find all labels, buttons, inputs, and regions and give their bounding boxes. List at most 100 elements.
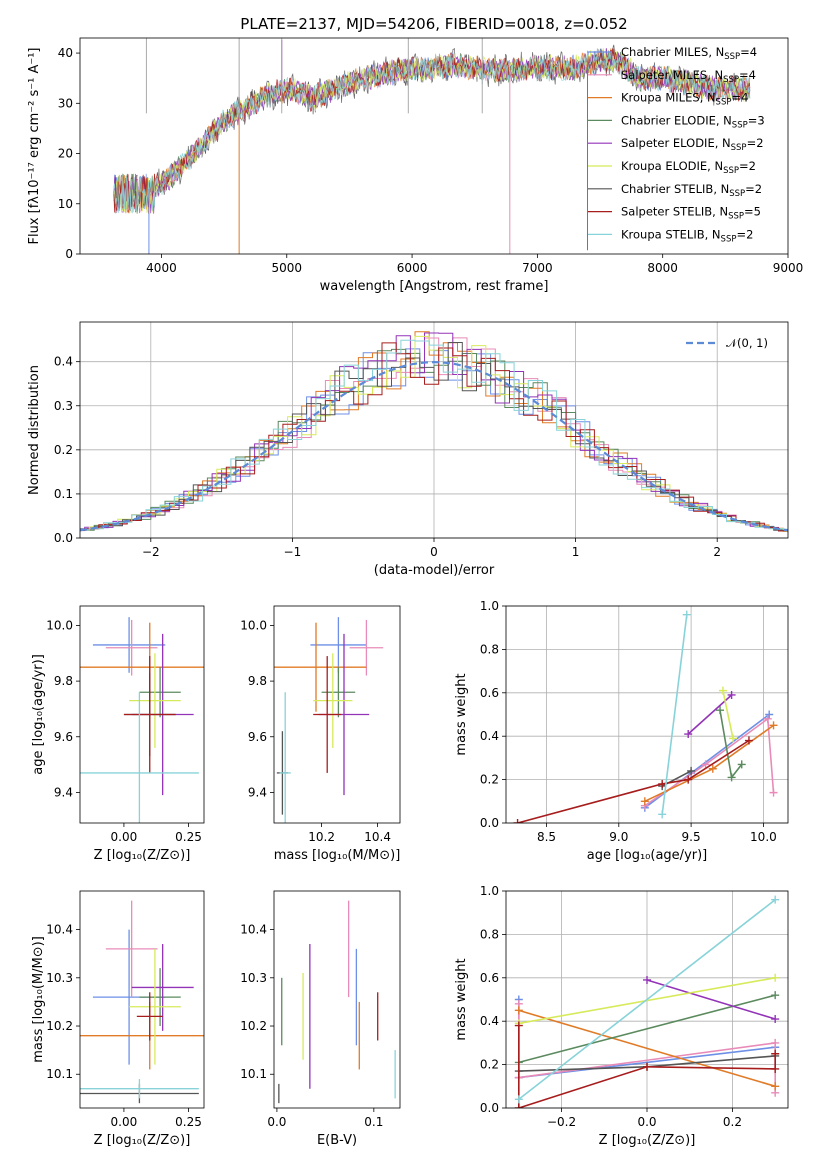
y-tick-label: 0.2 — [480, 773, 499, 787]
age-vs-mass-panel: 10.2 10.4 9.4 9.6 9.8 10.0 mass [log₁₀(M/M⊙)] — [240, 605, 401, 863]
weight-line — [646, 979, 776, 1020]
legend-label: Kroupa ELODIE, NSSP=2 — [621, 159, 756, 176]
plus-marker — [514, 1095, 523, 1104]
error-bars — [80, 900, 204, 1104]
y-tick-label: 9.6 — [248, 730, 267, 744]
errorbar-point-0 — [310, 617, 367, 673]
legend-label-end: =2 — [739, 159, 756, 173]
x-tick-label: −2 — [142, 545, 160, 559]
y-tick-label: 0.4 — [480, 729, 499, 743]
y-tick-label: 0.0 — [54, 531, 73, 545]
plus-marker — [771, 1015, 780, 1024]
x-tick-label: 0.0 — [637, 1115, 656, 1129]
x-tick-label: 9.5 — [682, 830, 701, 844]
residual-legend: 𝒩(0, 1) — [686, 336, 768, 350]
legend-label: Salpeter STELIB, NSSP=5 — [621, 205, 761, 222]
plus-marker — [744, 736, 753, 745]
x-tick-label: 0.1 — [364, 1115, 383, 1129]
plus-marker — [771, 895, 780, 904]
y-tick-label: 1.0 — [480, 884, 499, 898]
weight-line — [722, 690, 734, 739]
plus-marker — [514, 1021, 523, 1030]
plus-marker — [771, 1064, 780, 1073]
figure-title: PLATE=2137, MJD=54206, FIBERID=0018, z=0… — [240, 15, 627, 33]
plus-marker — [727, 773, 736, 782]
x-tick-label: 9.0 — [609, 830, 628, 844]
weight-series-8 — [658, 610, 691, 819]
legend-label-end: =5 — [744, 205, 761, 219]
weight-line — [644, 717, 775, 807]
plus-marker — [643, 1062, 651, 1071]
legend-label: Chabrier STELIB, NSSP=2 — [621, 182, 762, 199]
weight-series-4 — [684, 690, 736, 739]
weight-series-7 — [513, 736, 753, 823]
y-axis-label: Normed distribution — [27, 365, 42, 495]
legend-subscript: SSP — [731, 143, 747, 153]
y-tick-label: 0.4 — [54, 355, 73, 369]
y-tick-label: 10.2 — [46, 1019, 73, 1033]
plus-marker — [658, 810, 667, 819]
plot-frame — [505, 605, 789, 824]
residual-histogram-panel: −2 −1 0 1 2 0.0 0.1 0.2 0.3 0.4 (data-model)/error… — [27, 321, 789, 578]
error-bars — [274, 617, 384, 823]
y-tick-label: 9.8 — [248, 674, 267, 688]
spectrum-panel: 4000 5000 6000 7000 8000 9000 0 10 20 30 40 wavelen… — [27, 37, 804, 294]
x-tick-label: 0.2 — [723, 1115, 742, 1129]
y-tick-label: 10.1 — [240, 1067, 267, 1081]
x-tick-label: 10.2 — [308, 830, 335, 844]
axis-ticks: 0.0 0.1 10.1 10.2 10.3 10.4 — [240, 923, 383, 1129]
x-axis-label: (data-model)/error — [374, 563, 495, 578]
errorbar-point-1 — [349, 619, 384, 676]
weight-series-5 — [718, 686, 738, 743]
weight-line — [517, 739, 750, 823]
y-axis-label: age [log₁₀(age/yr)] — [31, 654, 46, 775]
weight-series-0 — [640, 710, 774, 812]
plus-marker — [708, 764, 717, 773]
spectrum-line-8 — [113, 48, 751, 214]
y-tick-label: 20 — [58, 147, 73, 161]
weight-lines — [514, 895, 780, 1108]
legend-subscript: SSP — [732, 120, 748, 130]
errorbar-point-5 — [129, 948, 181, 1065]
legend-subscript: SSP — [724, 52, 740, 62]
plus-marker — [716, 706, 725, 715]
legend-subscript: SSP — [723, 166, 739, 176]
histogram-steps — [80, 331, 788, 533]
weight-series-3 — [716, 706, 746, 782]
legend-subscript: SSP — [729, 189, 745, 199]
x-tick-label: 2 — [713, 545, 721, 559]
mass-vs-metallicity-panel: 0.00 0.25 10.1 10.2 10.3 10.4 Z [log₁₀(Z/Z⊙)] m… — [31, 890, 205, 1148]
x-axis-label: E(B-V) — [317, 1133, 357, 1148]
weight-series-7 — [514, 1021, 780, 1108]
plot-frame — [273, 605, 401, 824]
errorbar-point-5 — [313, 653, 353, 748]
x-axis-label: wavelength [Angstrom, rest frame] — [320, 279, 549, 294]
plus-marker — [513, 819, 522, 823]
grid-lines — [506, 605, 788, 824]
plus-marker — [763, 714, 772, 723]
weight-series-2 — [514, 1006, 780, 1091]
histogram-series-7 — [80, 342, 788, 532]
spectrum-line-2 — [113, 48, 751, 214]
legend-label-end: =3 — [748, 113, 765, 127]
y-tick-label: 0.3 — [54, 399, 73, 413]
x-tick-label: 1 — [572, 545, 580, 559]
errorbar-point-8 — [279, 692, 291, 823]
y-axis-label: mass [log₁₀(M/M⊙)] — [31, 936, 46, 1063]
error-bars — [278, 900, 396, 1104]
y-tick-label: 9.8 — [54, 674, 73, 688]
axis-ticks: 0.00 0.25 9.4 9.6 9.8 10.0 — [46, 618, 202, 844]
y-tick-label: 0.8 — [480, 642, 499, 656]
legend-label: Kroupa STELIB, NSSP=2 — [621, 227, 753, 244]
errorbar-point-1 — [105, 619, 158, 676]
errorbar-point-7 — [123, 656, 176, 773]
plus-marker — [684, 775, 693, 784]
plus-marker — [727, 690, 736, 699]
legend-subscript: SSP — [723, 75, 739, 85]
y-tick-label: 0.4 — [480, 1014, 499, 1028]
weight-series-4 — [643, 975, 780, 1024]
errorbar-point-8 — [80, 692, 199, 823]
axis-ticks: 4000 5000 6000 7000 8000 9000 0 10 20 30 40 — [58, 46, 804, 275]
plus-marker — [771, 1049, 780, 1058]
x-axis-label: Z [log₁₀(Z/Z⊙)] — [94, 1133, 191, 1148]
